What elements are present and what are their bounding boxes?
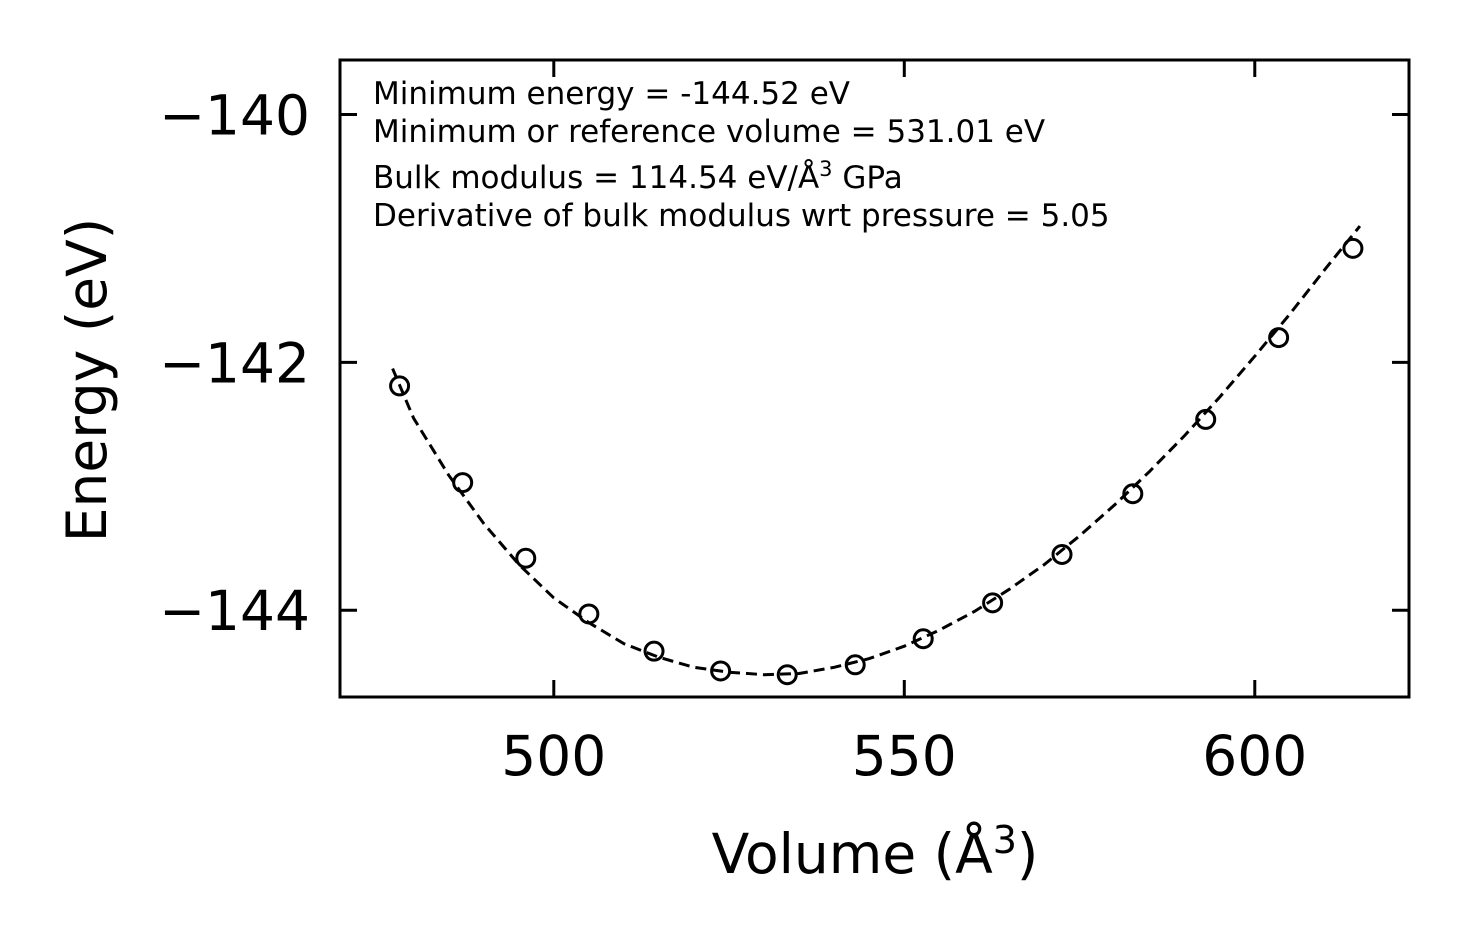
y-tick-label: −144 [159, 579, 310, 643]
plot-frame [338, 58, 1411, 699]
data-point [710, 660, 732, 682]
annotation-reference-volume: Minimum or reference volume = 531.01 eV [373, 114, 1045, 150]
annotation-bulk-modulus: Bulk modulus = 114.54 eV/Å3 GPa [373, 157, 903, 196]
data-point [1051, 543, 1073, 565]
x-tick-label: 550 [852, 724, 957, 788]
x-axis-label-tail: ) [1017, 822, 1038, 886]
data-points-layer [389, 237, 1364, 686]
annotation-minimum-energy: Minimum energy = -144.52 eV [373, 76, 850, 112]
x-tick-label: 600 [1202, 724, 1307, 788]
data-point [776, 664, 798, 686]
annotation-bulk-modulus-derivative: Derivative of bulk modulus wrt pressure … [373, 198, 1110, 234]
x-axis-label-sup: 3 [993, 818, 1017, 862]
data-point [515, 547, 537, 569]
data-point [643, 640, 665, 662]
data-point [1342, 237, 1364, 259]
annotation-bulk-modulus-main: Bulk modulus = 114.54 eV/Å [373, 160, 819, 196]
data-point [1195, 408, 1217, 430]
x-axis-label-main: Volume (Å [712, 821, 993, 886]
data-point [578, 603, 600, 625]
data-point [982, 592, 1004, 614]
annotation-bulk-modulus-unit: GPa [833, 160, 903, 196]
data-point [1122, 483, 1144, 505]
data-point [912, 628, 934, 650]
y-axis-label: Energy (eV) [55, 218, 119, 542]
axis-ticks: 500 550 600 −140 −142 −144 [159, 60, 1409, 788]
annotation-bulk-modulus-sup: 3 [819, 157, 832, 181]
y-tick-label: −140 [159, 84, 310, 148]
x-axis-label: Volume (Å3) [712, 818, 1039, 886]
data-point [1268, 327, 1290, 349]
fit-curve-line [391, 225, 1362, 677]
data-point [452, 472, 474, 494]
y-tick-label: −142 [159, 331, 310, 395]
x-tick-label: 500 [501, 724, 606, 788]
data-point [844, 654, 866, 676]
data-point [389, 375, 411, 397]
fit-curve-layer [391, 225, 1362, 677]
